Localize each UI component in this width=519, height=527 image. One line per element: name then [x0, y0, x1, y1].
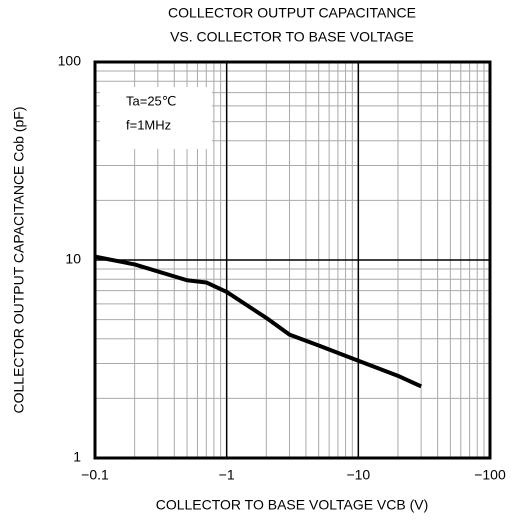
x-tick-label: −100	[474, 467, 506, 483]
y-tick-label: 100	[58, 53, 82, 69]
x-tick-label: −10	[346, 467, 370, 483]
chart-title: VS. COLLECTOR TO BASE VOLTAGE	[170, 29, 414, 45]
x-tick-label: −1	[219, 467, 235, 483]
data-line	[94, 254, 422, 389]
chart-title: COLLECTOR OUTPUT CAPACITANCE	[168, 5, 416, 21]
x-axis-label: COLLECTOR TO BASE VOLTAGE VCB (V)	[156, 497, 429, 513]
annotation: f=1MHz	[126, 117, 171, 132]
y-tick-label: 1	[73, 449, 81, 465]
annotation: Ta=25℃	[126, 93, 176, 108]
y-axis-label: COLLECTOR OUTPUT CAPACITANCE Cob (pF)	[11, 106, 27, 413]
plot-frame	[93, 60, 492, 460]
x-tick-label: −0.1	[81, 467, 109, 483]
y-tick-label: 10	[65, 251, 81, 267]
annotation-box	[100, 87, 212, 149]
